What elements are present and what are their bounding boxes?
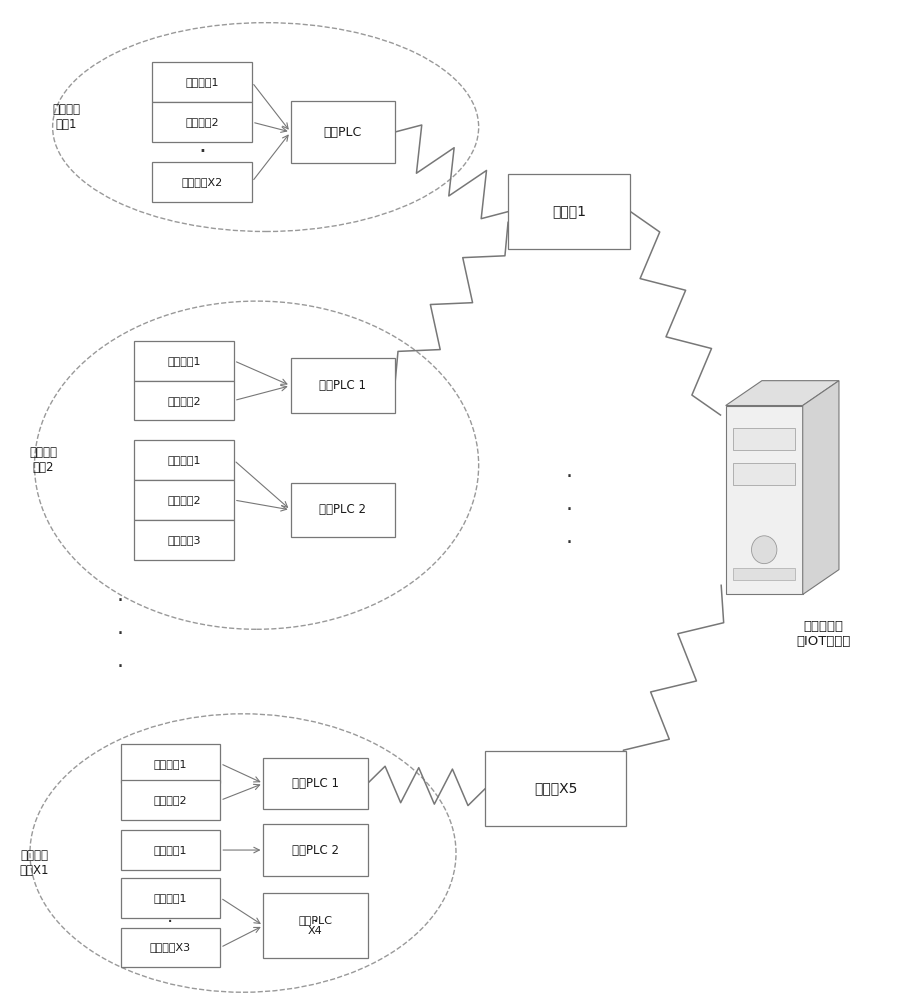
- FancyBboxPatch shape: [134, 341, 233, 381]
- Text: 网关机X5: 网关机X5: [534, 781, 577, 795]
- FancyBboxPatch shape: [152, 102, 251, 142]
- Text: 工业生产
厂区1: 工业生产 厂区1: [52, 103, 80, 131]
- Text: 工业生产
厂区2: 工业生产 厂区2: [29, 446, 57, 474]
- FancyBboxPatch shape: [152, 62, 251, 102]
- FancyBboxPatch shape: [291, 358, 394, 413]
- Polygon shape: [802, 381, 838, 594]
- Text: 工业设备X2: 工业设备X2: [181, 177, 222, 187]
- FancyBboxPatch shape: [120, 780, 220, 820]
- Text: 工业设备X3: 工业设备X3: [149, 942, 190, 952]
- Text: ·: ·: [167, 913, 173, 932]
- Text: 设备PLC: 设备PLC: [323, 126, 362, 139]
- FancyBboxPatch shape: [291, 101, 394, 163]
- FancyBboxPatch shape: [732, 463, 794, 485]
- Text: 设备PLC
X4: 设备PLC X4: [298, 915, 333, 936]
- FancyBboxPatch shape: [134, 381, 233, 420]
- FancyBboxPatch shape: [120, 878, 220, 918]
- Text: ·
·
·: · · ·: [117, 591, 124, 677]
- Polygon shape: [725, 381, 838, 406]
- FancyBboxPatch shape: [263, 893, 367, 958]
- FancyBboxPatch shape: [134, 480, 233, 520]
- Text: 设备PLC 2: 设备PLC 2: [319, 503, 366, 516]
- FancyBboxPatch shape: [134, 440, 233, 480]
- FancyBboxPatch shape: [152, 162, 251, 202]
- Text: 设备PLC 1: 设备PLC 1: [292, 777, 339, 790]
- Text: 工业设备2: 工业设备2: [167, 495, 200, 505]
- Text: 工业设备2: 工业设备2: [185, 117, 219, 127]
- Text: 工业设备1: 工业设备1: [154, 893, 187, 903]
- FancyBboxPatch shape: [291, 483, 394, 537]
- FancyBboxPatch shape: [485, 751, 625, 826]
- Text: 设备PLC 2: 设备PLC 2: [292, 844, 339, 857]
- Text: 设备PLC 1: 设备PLC 1: [319, 379, 366, 392]
- FancyBboxPatch shape: [507, 174, 630, 249]
- FancyBboxPatch shape: [263, 758, 367, 809]
- Text: 网关机1: 网关机1: [552, 205, 586, 219]
- Text: ·
·
·: · · ·: [565, 467, 572, 553]
- FancyBboxPatch shape: [263, 824, 367, 876]
- FancyBboxPatch shape: [120, 744, 220, 783]
- Polygon shape: [725, 406, 802, 594]
- Text: 工业设备3: 工业设备3: [167, 535, 200, 545]
- FancyBboxPatch shape: [120, 830, 220, 870]
- Text: 工业设备1: 工业设备1: [154, 759, 187, 769]
- Text: 工业设备1: 工业设备1: [185, 77, 219, 87]
- Text: 工业设备1: 工业设备1: [154, 845, 187, 855]
- FancyBboxPatch shape: [732, 568, 794, 580]
- FancyBboxPatch shape: [120, 928, 220, 967]
- Text: 工业设备1: 工业设备1: [167, 455, 200, 465]
- FancyBboxPatch shape: [732, 428, 794, 450]
- FancyBboxPatch shape: [134, 520, 233, 560]
- Text: ·: ·: [312, 913, 318, 932]
- Text: 工业设备2: 工业设备2: [167, 396, 200, 406]
- Text: 工业设备2: 工业设备2: [153, 795, 187, 805]
- Text: 外网服务器
（IOT平台）: 外网服务器 （IOT平台）: [795, 620, 849, 648]
- Text: ·: ·: [198, 140, 206, 164]
- Text: 工业生产
厂区X1: 工业生产 厂区X1: [20, 849, 49, 877]
- Circle shape: [751, 536, 776, 564]
- Text: 工业设备1: 工业设备1: [167, 356, 200, 366]
